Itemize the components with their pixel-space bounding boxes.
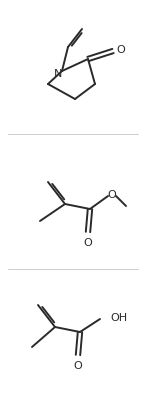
Text: O: O <box>74 360 82 370</box>
Text: O: O <box>117 45 125 55</box>
Text: N: N <box>54 69 62 79</box>
Text: O: O <box>84 237 92 247</box>
Text: OH: OH <box>110 312 127 322</box>
Text: O: O <box>108 190 116 200</box>
